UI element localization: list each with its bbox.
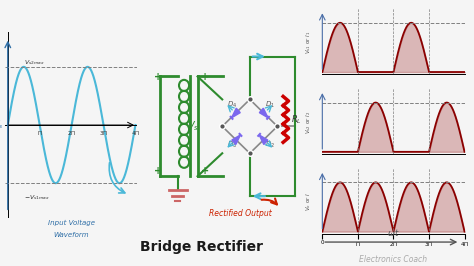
Text: Input Voltage: Input Voltage [48, 220, 95, 226]
Text: $V_s$: $V_s$ [187, 119, 199, 133]
Text: Rectified Output: Rectified Output [210, 209, 272, 218]
Text: $\Pi$: $\Pi$ [37, 130, 43, 138]
Text: +: + [201, 166, 210, 176]
Text: $V_o$ or $I$: $V_o$ or $I$ [304, 193, 313, 211]
Text: $V_{s1}$ or $I_1$: $V_{s1}$ or $I_1$ [304, 31, 313, 54]
Polygon shape [232, 108, 240, 118]
Text: $D_2$: $D_2$ [265, 140, 275, 150]
Text: +: + [155, 72, 163, 82]
Text: $V_s$: $V_s$ [0, 119, 4, 131]
Text: Waveform: Waveform [54, 232, 90, 238]
Polygon shape [232, 135, 240, 144]
Text: $-V_{s1max}$: $-V_{s1max}$ [24, 193, 50, 202]
Text: $\omega t$: $\omega t$ [387, 227, 400, 239]
Text: Electronics Coach: Electronics Coach [359, 255, 428, 264]
Text: $D_4$: $D_4$ [227, 100, 237, 110]
Polygon shape [259, 135, 268, 144]
Text: +: + [155, 166, 163, 176]
Text: $R_L$: $R_L$ [291, 113, 302, 126]
Text: $V_{s2}$ or $I_2$: $V_{s2}$ or $I_2$ [304, 111, 313, 134]
Text: $D_1$: $D_1$ [265, 100, 275, 110]
Text: +: + [201, 72, 210, 82]
Polygon shape [259, 108, 268, 118]
Text: $2\Pi$: $2\Pi$ [67, 130, 76, 138]
Text: $4\Pi$: $4\Pi$ [131, 130, 140, 138]
Text: $D_3$: $D_3$ [227, 140, 237, 150]
Text: $3\Pi$: $3\Pi$ [99, 130, 108, 138]
Text: Bridge Rectifier: Bridge Rectifier [140, 240, 263, 254]
Text: $V_{s2max}$: $V_{s2max}$ [24, 58, 45, 67]
